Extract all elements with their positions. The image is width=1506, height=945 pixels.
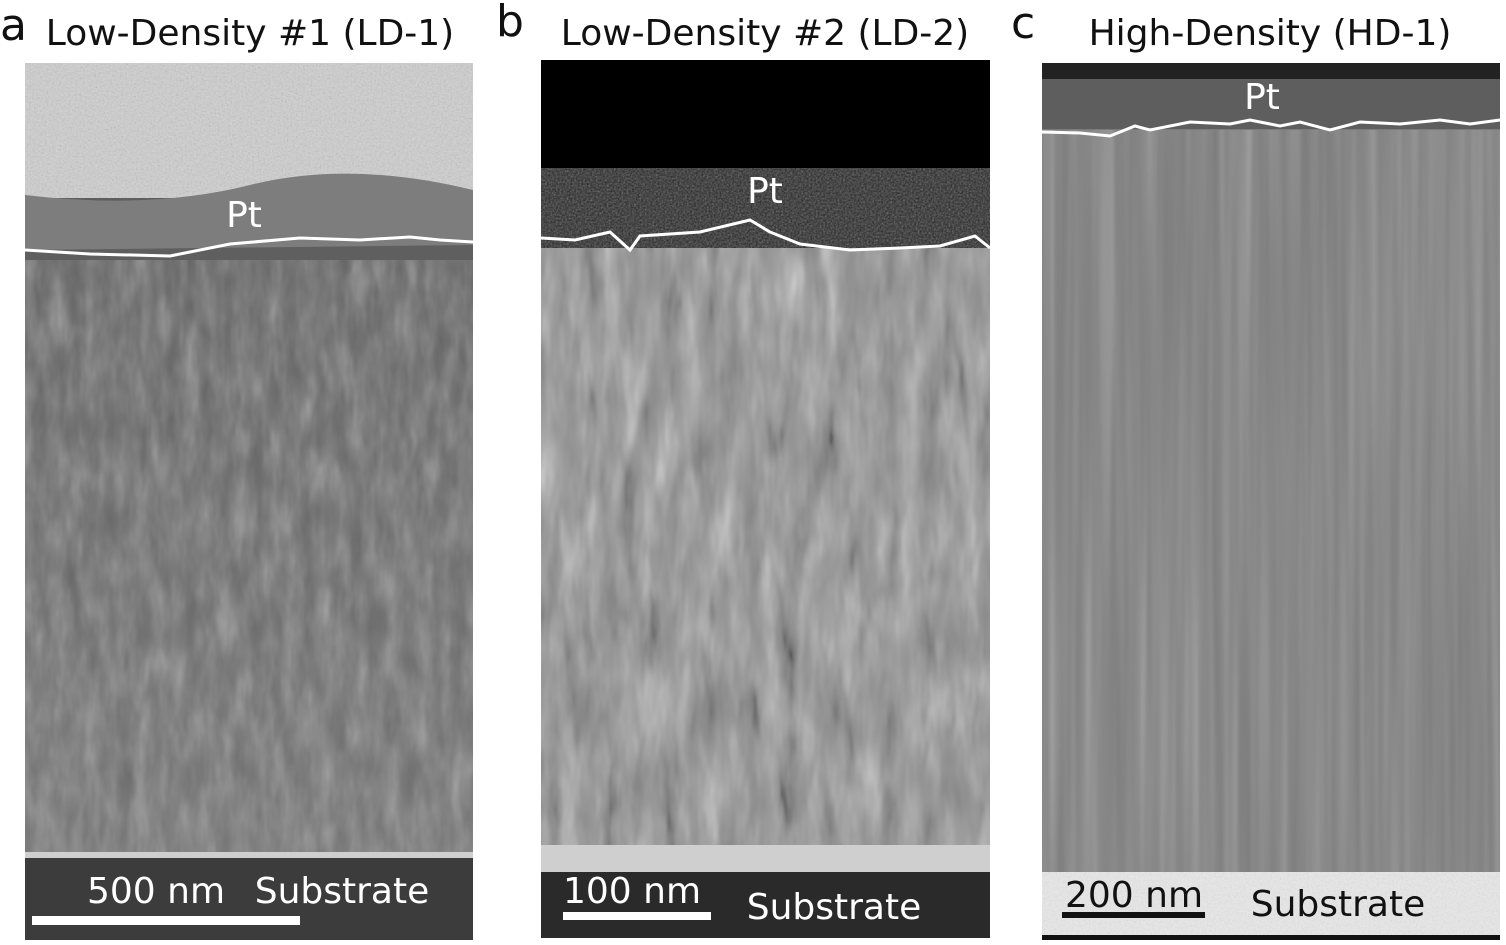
substrate-edge [1042,935,1500,940]
pt-texture [25,63,473,198]
panel-letter: c [1011,0,1035,49]
scale-bar [563,912,711,920]
panel-title: Low-Density #1 (LD-1) [46,13,454,54]
scale-bar-label: 500 nm [87,871,225,912]
film-texture [25,260,473,860]
layer-label: Pt [747,171,783,212]
substrate-texture [1042,872,1500,935]
panel-b: b Low-Density #2 (LD-2) Pt 100 nm Substr… [496,0,991,938]
scale-bar-label: 100 nm [563,871,701,912]
substrate-label: Substrate [255,871,430,912]
vacuum [1042,63,1500,79]
panel-c: c High-Density (HD-1) Pt 200 nm Substrat… [1011,0,1501,940]
panel-title: High-Density (HD-1) [1089,13,1452,54]
substrate-interface [25,852,473,858]
film-texture [541,240,990,845]
panel-letter: b [496,0,524,47]
substrate-label: Substrate [1251,884,1426,925]
pt-layer [25,173,473,250]
interface-line [1041,118,1501,138]
panel-a: a Low-Density #1 (LD-1) Pt 500 nm Substr… [0,0,474,940]
interface-line [540,218,991,253]
substrate-label: Substrate [747,887,922,928]
pt-texture [541,168,990,248]
layer-label: Pt [226,195,262,236]
substrate [541,872,990,938]
scale-bar [1062,912,1205,918]
vacuum [541,60,990,172]
layer-label: Pt [1244,77,1280,118]
panel-letter: a [0,0,27,51]
film-texture [1042,130,1500,875]
substrate-interface [541,845,990,872]
panel-title: Low-Density #2 (LD-2) [561,13,969,54]
scale-bar [32,916,300,925]
scale-bar-label: 200 nm [1065,875,1203,916]
interface-line [24,235,474,258]
substrate [25,858,473,940]
